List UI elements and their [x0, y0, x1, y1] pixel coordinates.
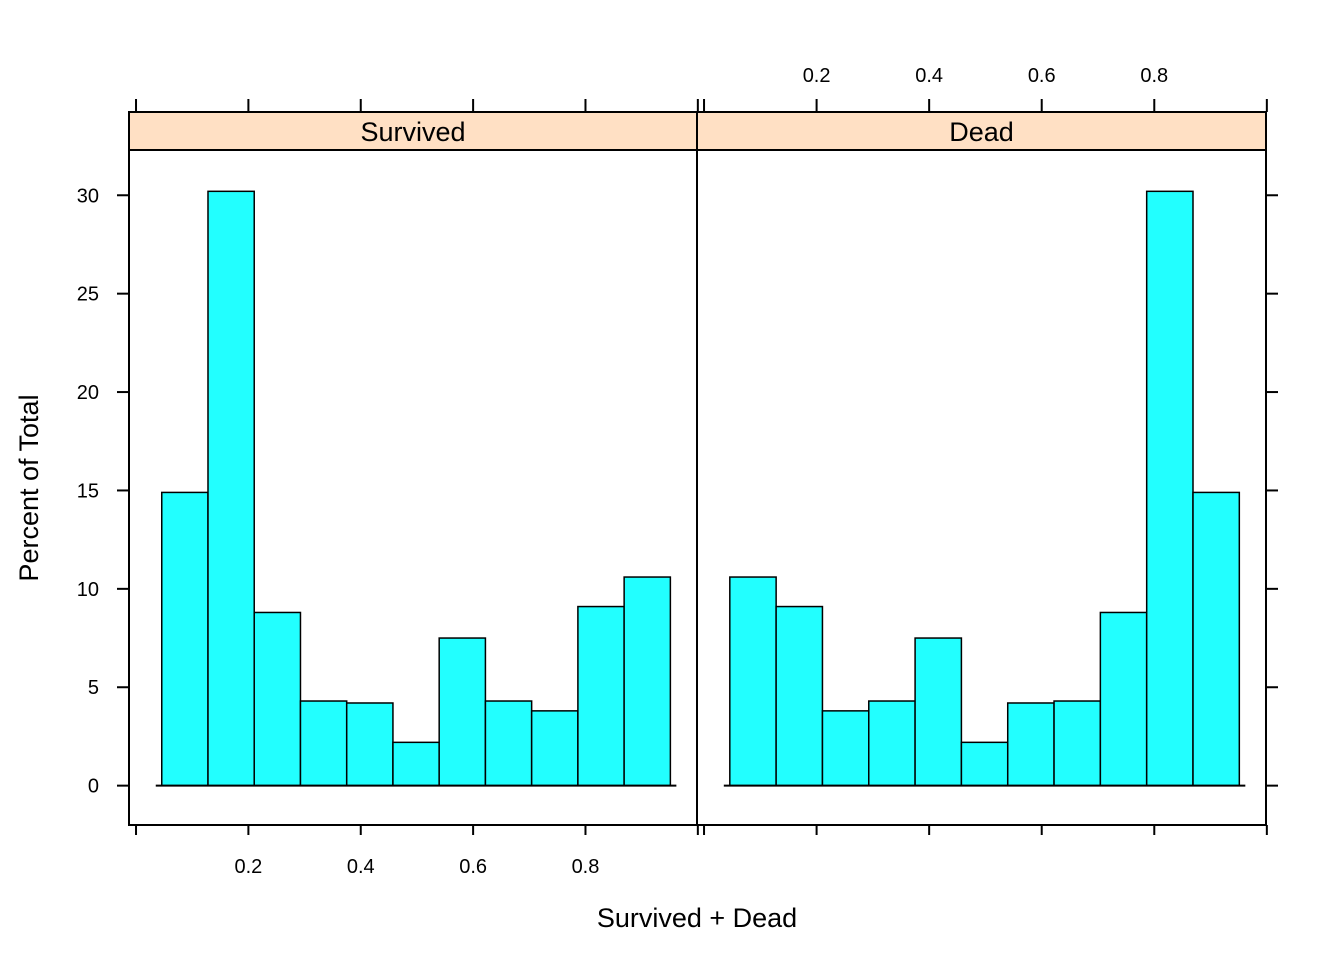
bar-survived-2: [207, 190, 255, 787]
bar-survived-9: [530, 710, 579, 787]
x-tick-label-top: 0.2: [803, 65, 831, 87]
bar-survived-7: [438, 637, 487, 787]
bar-survived-8: [484, 700, 533, 787]
bar-survived-4: [299, 700, 348, 787]
bar-dead-11: [1192, 491, 1241, 787]
y-tick-label: 15: [77, 480, 99, 502]
bar-dead-9: [1099, 611, 1148, 787]
bar-survived-3: [253, 611, 302, 787]
x-tick-label-bottom: 0.8: [572, 856, 600, 878]
x-tick-label-bottom: 0.6: [459, 856, 487, 878]
axes-layer: 0.2 0.4 0.6 0.8 0.2 0.4 0.6 0.8 0 5 10 15 20 25 30: [77, 65, 1278, 878]
bar-dead-8: [1053, 700, 1102, 787]
bar-survived-6: [392, 741, 440, 787]
x-tick-label-top: 0.4: [915, 65, 943, 87]
bar-dead-3: [821, 710, 870, 787]
strip-label-survived: Survived: [360, 117, 465, 147]
bar-survived-5: [345, 702, 394, 787]
y-tick-label: 25: [77, 284, 99, 306]
y-tick-label: 20: [77, 382, 99, 404]
panels-layer: Survived Dead: [128, 111, 1267, 826]
strip-label-dead: Dead: [949, 117, 1014, 147]
bar-survived-11: [623, 576, 672, 787]
x-tick-label-bottom: 0.4: [347, 856, 375, 878]
y-tick-label: 30: [77, 185, 99, 207]
x-tick-label-bottom: 0.2: [234, 856, 262, 878]
bar-dead-2: [775, 605, 824, 787]
bar-dead-7: [1006, 702, 1055, 787]
x-tick-label-top: 0.6: [1028, 65, 1056, 87]
bar-survived-1: [161, 491, 209, 787]
bar-survived-10: [577, 605, 625, 787]
x-tick-label-top: 0.8: [1140, 65, 1168, 87]
y-tick-label: 5: [88, 677, 99, 699]
panel-survived: Survived: [128, 111, 698, 826]
x-axis-title: Survived + Dead: [597, 903, 797, 933]
bar-dead-4: [868, 700, 916, 787]
y-axis-title: Percent of Total: [14, 394, 44, 581]
bar-dead-1: [729, 576, 777, 787]
y-tick-label: 10: [77, 579, 99, 601]
bar-dead-6: [960, 741, 1009, 787]
bar-dead-10: [1145, 190, 1194, 787]
bar-dead-5: [914, 637, 963, 787]
y-tick-label: 0: [88, 776, 99, 798]
panel-dead: Dead: [696, 111, 1267, 826]
panel-frame-dead: [696, 111, 1267, 826]
